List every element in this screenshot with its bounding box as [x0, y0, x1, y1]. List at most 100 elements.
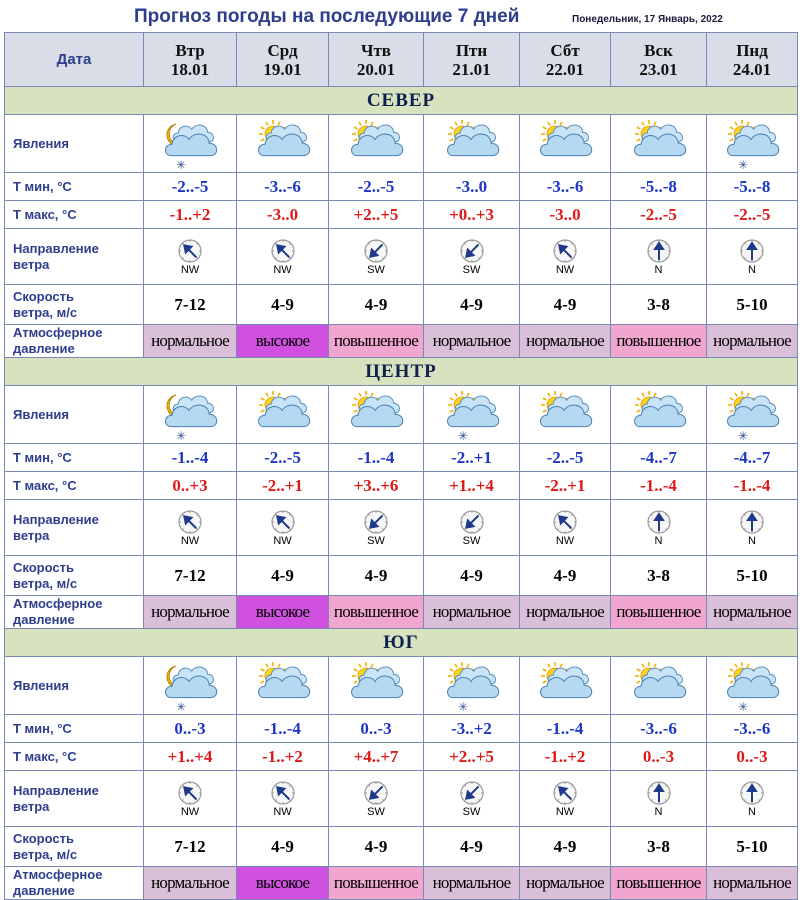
sun-cloud-icon	[612, 387, 706, 443]
tmin-value: -3..+2	[423, 714, 520, 743]
row-label: Т мин, °С	[4, 443, 144, 472]
wind-direction-cell: NW	[236, 770, 329, 827]
tmax-value: +3..+6	[328, 471, 424, 500]
wind-direction-cell: NW	[143, 228, 237, 285]
wind-speed-value: 4-9	[519, 555, 611, 596]
sun-cloud-icon	[238, 658, 328, 714]
wind-direction-cell: N	[610, 228, 707, 285]
row-label: Т макс, °С	[4, 200, 144, 229]
row-label-text: давление	[13, 341, 75, 356]
row-label-text: Атмосферное	[13, 867, 103, 883]
tmin-row: Т мин, °С 0..-3 -1..-4 0..-3 -3..+2 -1..-4 -3.…	[4, 714, 798, 743]
sun-cloud-icon	[238, 387, 328, 443]
sun-cloud-snow-icon: ✳	[425, 387, 519, 443]
row-label-text: давление	[13, 883, 75, 898]
compass-arrow-icon	[330, 509, 423, 535]
row-label: Скорость ветра, м/с	[4, 284, 144, 325]
pressure-value: нормальное	[519, 866, 611, 900]
wind-direction-cell: NW	[519, 770, 611, 827]
wind-direction-row: Направление ветра NW NW SW SW NW N N	[4, 228, 798, 285]
phenomena-cell	[236, 385, 329, 444]
tmax-value: -1..-4	[706, 471, 798, 500]
compass-arrow-icon	[612, 509, 706, 535]
wind-direction-row: Направление ветра NW NW SW SW NW N N	[4, 770, 798, 827]
tmax-value: -3..0	[236, 200, 329, 229]
page-header: Прогноз погоды на последующие 7 дней Пон…	[0, 0, 800, 32]
wind-direction-label: N	[748, 805, 756, 818]
sun-cloud-snow-icon: ✳	[708, 116, 797, 172]
row-label-text: Атмосферное	[13, 325, 103, 341]
svg-text:✳: ✳	[176, 700, 186, 714]
sun-cloud-snow-icon: ✳	[425, 658, 519, 714]
row-label: Направление ветра	[4, 499, 144, 556]
row-label-text: Явления	[13, 677, 69, 693]
compass-arrow-icon	[612, 238, 706, 264]
tmin-value: -2..-5	[328, 172, 424, 201]
tmax-value: +4..+7	[328, 742, 424, 771]
pressure-row: Атмосферное давление нормальное высокое повы…	[4, 866, 798, 900]
tmin-row: Т мин, °С -1..-4 -2..-5 -1..-4 -2..+1 -2..-5-…	[4, 443, 798, 472]
phenomena-cell: ✳	[143, 385, 237, 444]
wind-speed-row: Скорость ветра, м/с 7-12 4-9 4-9 4-9 4-9 3-8 5-1…	[4, 555, 798, 596]
wind-direction-label: SW	[462, 805, 481, 818]
wind-direction-cell: SW	[423, 770, 520, 827]
phenomena-cell: ✳	[706, 656, 798, 715]
tmin-value: -5..-8	[610, 172, 707, 201]
tmax-row: Т макс, °С +1..+4 -1..+2 +4..+7 +2..+5 -1..+2…	[4, 742, 798, 771]
wind-direction-cell: SW	[423, 499, 520, 556]
compass-arrow-icon	[521, 780, 610, 806]
wind-direction-cell: N	[706, 499, 798, 556]
row-label: Явления	[4, 114, 144, 173]
row-label-text: ветра	[13, 527, 50, 543]
row-label-text: ветра	[13, 798, 50, 814]
row-label: Направление ветра	[4, 228, 144, 285]
day-date: 24.01	[732, 59, 772, 79]
wind-direction-label: NW	[555, 263, 575, 276]
phenomena-cell	[423, 114, 520, 173]
tmin-value: -2..-5	[236, 443, 329, 472]
tmin-value: -3..-6	[706, 714, 798, 743]
wind-direction-cell: N	[706, 770, 798, 827]
day-header-cell: Вск 23.01	[610, 32, 707, 87]
wind-direction-cell: NW	[143, 770, 237, 827]
row-label-text: Т макс, °С	[13, 748, 77, 764]
wind-speed-value: 4-9	[423, 284, 520, 325]
sun-cloud-icon	[612, 658, 706, 714]
tmin-value: -1..-4	[143, 443, 237, 472]
pressure-value: повышенное	[328, 595, 424, 629]
wind-speed-value: 3-8	[610, 284, 707, 325]
wind-direction-cell: NW	[236, 499, 329, 556]
wind-direction-cell: NW	[236, 228, 329, 285]
compass-arrow-icon	[330, 780, 423, 806]
day-date: 22.01	[545, 59, 585, 79]
tmin-value: -2..-5	[519, 443, 611, 472]
phenomena-cell: ✳	[423, 385, 520, 444]
phenomena-cell	[610, 385, 707, 444]
svg-text:✳: ✳	[738, 700, 748, 714]
phenomena-cell	[519, 114, 611, 173]
compass-arrow-icon	[521, 509, 610, 535]
wind-direction-cell: N	[610, 499, 707, 556]
day-header-cell: Срд 19.01	[236, 32, 329, 87]
row-label-text: Т мин, °С	[13, 178, 72, 194]
pressure-value: нормальное	[143, 866, 237, 900]
tmin-value: -1..-4	[519, 714, 611, 743]
wind-direction-label: SW	[462, 534, 481, 547]
wind-speed-value: 4-9	[328, 826, 424, 867]
wind-speed-value: 4-9	[519, 284, 611, 325]
region-name: ЮГ	[4, 628, 798, 657]
phenomena-cell: ✳	[423, 656, 520, 715]
compass-arrow-icon	[708, 238, 797, 264]
day-date: 23.01	[639, 59, 678, 79]
day-header-cell: Втр 18.01	[143, 32, 237, 87]
tmin-value: -3..0	[423, 172, 520, 201]
tmax-value: +2..+5	[423, 742, 520, 771]
moon-cloud-snow-icon: ✳	[145, 116, 236, 172]
day-name: Птн	[455, 40, 488, 60]
phenomena-cell: ✳	[143, 656, 237, 715]
wind-direction-cell: N	[706, 228, 798, 285]
wind-direction-label: SW	[462, 263, 481, 276]
row-label-text: ветра, м/с	[13, 846, 78, 862]
day-header-cell: Птн 21.01	[423, 32, 520, 87]
wind-direction-cell: SW	[328, 770, 424, 827]
